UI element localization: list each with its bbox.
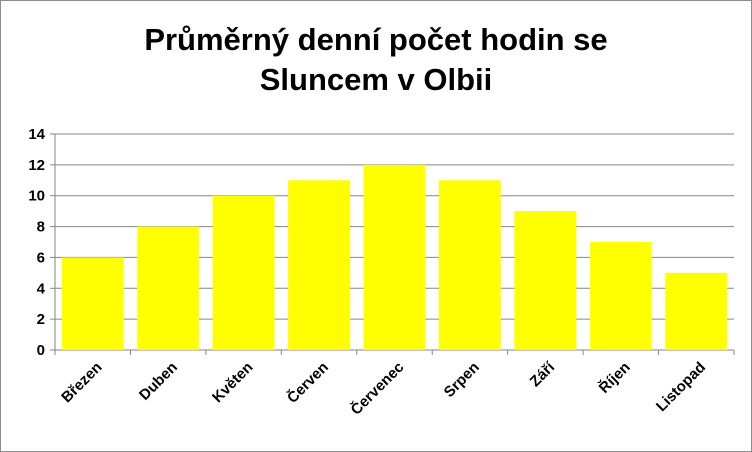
y-tick-label: 12 — [28, 157, 45, 174]
chart-title-line-2: Sluncem v Olbii — [259, 62, 493, 97]
x-category-label: Srpen — [441, 359, 483, 401]
bar — [61, 257, 124, 350]
y-tick-label: 4 — [37, 280, 46, 297]
x-category-label: Květen — [209, 359, 256, 406]
x-category-label: Duben — [136, 359, 181, 404]
y-tick-label: 10 — [28, 188, 45, 205]
chart-title: Průměrný denní počet hodin se Sluncem v … — [0, 20, 752, 100]
bar — [589, 242, 652, 350]
bar — [288, 180, 350, 350]
bar — [363, 164, 426, 350]
y-tick-label: 6 — [37, 249, 45, 266]
y-tick-label: 8 — [37, 219, 45, 236]
bar — [665, 272, 728, 350]
y-tick-label: 2 — [37, 311, 45, 328]
chart-title-line-1: Průměrný denní počet hodin se — [144, 22, 608, 57]
x-category-label: Červen — [283, 358, 332, 407]
bar — [137, 226, 200, 350]
x-category-label: Červenec — [347, 358, 407, 418]
y-tick-label: 0 — [37, 342, 45, 359]
bar — [212, 195, 275, 350]
bar — [439, 180, 501, 350]
y-tick-label: 14 — [28, 126, 45, 143]
x-category-label: Září — [527, 358, 559, 390]
x-category-label: Říjen — [595, 358, 634, 397]
x-category-label: Listopad — [653, 359, 709, 415]
x-category-label: Březen — [58, 359, 105, 406]
bar — [514, 211, 577, 350]
